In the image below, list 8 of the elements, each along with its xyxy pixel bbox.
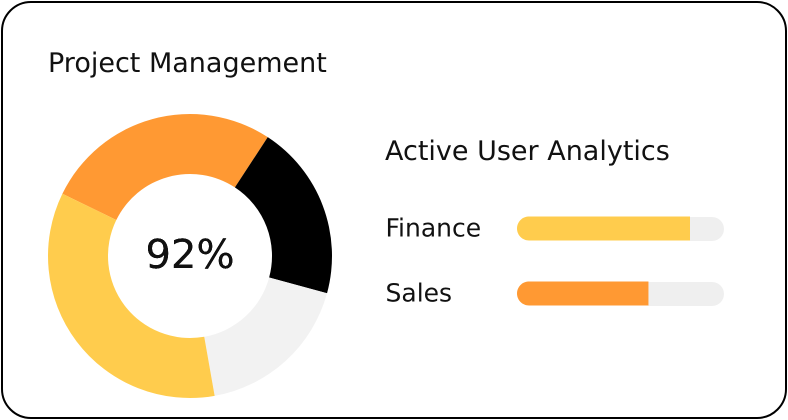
donut-slice [204, 278, 328, 396]
text: 92% [146, 232, 234, 278]
donut-slice [234, 137, 332, 294]
chart-title: Project Management [48, 48, 327, 79]
donut-slice [62, 114, 268, 220]
y-tick-label: Sales [386, 278, 452, 308]
chart-title: Active User Analytics [385, 136, 670, 167]
y-tick-label: Finance [386, 214, 482, 242]
